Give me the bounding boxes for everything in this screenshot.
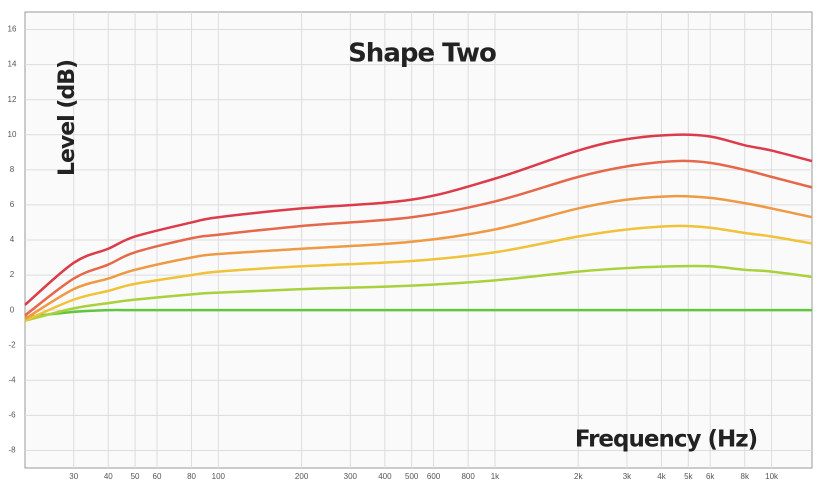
chart-title: Shape Two: [348, 39, 496, 69]
x-tick-label: 5k: [684, 472, 693, 481]
x-tick-label: 500: [405, 472, 419, 481]
series-line: [24, 133, 813, 306]
y-tick-label: 10: [8, 130, 17, 139]
x-tick-label: 8k: [741, 472, 750, 481]
y-tick-label: 8: [10, 165, 15, 174]
y-tick-label: 14: [8, 60, 17, 69]
y-tick-label: 0: [10, 305, 15, 314]
series-line: [24, 194, 813, 320]
y-tick-label: 2: [10, 270, 15, 279]
x-tick-label: 50: [131, 472, 140, 481]
x-axis-label: Frequency (Hz): [575, 427, 757, 453]
series-line: [24, 224, 813, 322]
x-tick-label: 800: [461, 472, 475, 481]
x-tick-label: 200: [295, 472, 309, 481]
x-tick-label: 60: [153, 472, 162, 481]
x-tick-label: 30: [69, 472, 78, 481]
y-tick-label: 4: [10, 235, 15, 244]
x-tick-label: 10k: [765, 472, 779, 481]
x-tick-label: 300: [344, 472, 358, 481]
x-tick-label: 3k: [623, 472, 632, 481]
x-tick-label: 400: [378, 472, 392, 481]
y-axis-label: Level (dB): [55, 60, 80, 176]
x-tick-label: 40: [104, 472, 113, 481]
y-tick-label: -6: [8, 410, 16, 419]
y-tick-label: -8: [8, 446, 16, 455]
x-tick-label: 6k: [706, 472, 715, 481]
x-tick-label: 2k: [574, 472, 583, 481]
x-tick-label: 1k: [491, 472, 500, 481]
y-tick-label: -4: [8, 375, 16, 384]
y-tick-label: 16: [8, 25, 17, 34]
y-tick-label: -2: [8, 340, 16, 349]
series-line: [24, 308, 812, 319]
series-line: [24, 264, 813, 322]
y-tick-label: 12: [8, 95, 17, 104]
y-tick-label: 6: [10, 200, 15, 209]
x-tick-label: 100: [212, 472, 226, 481]
series-line: [24, 159, 813, 317]
x-tick-label: 80: [187, 472, 196, 481]
x-tick-label: 600: [427, 472, 441, 481]
x-tick-label: 4k: [657, 472, 666, 481]
